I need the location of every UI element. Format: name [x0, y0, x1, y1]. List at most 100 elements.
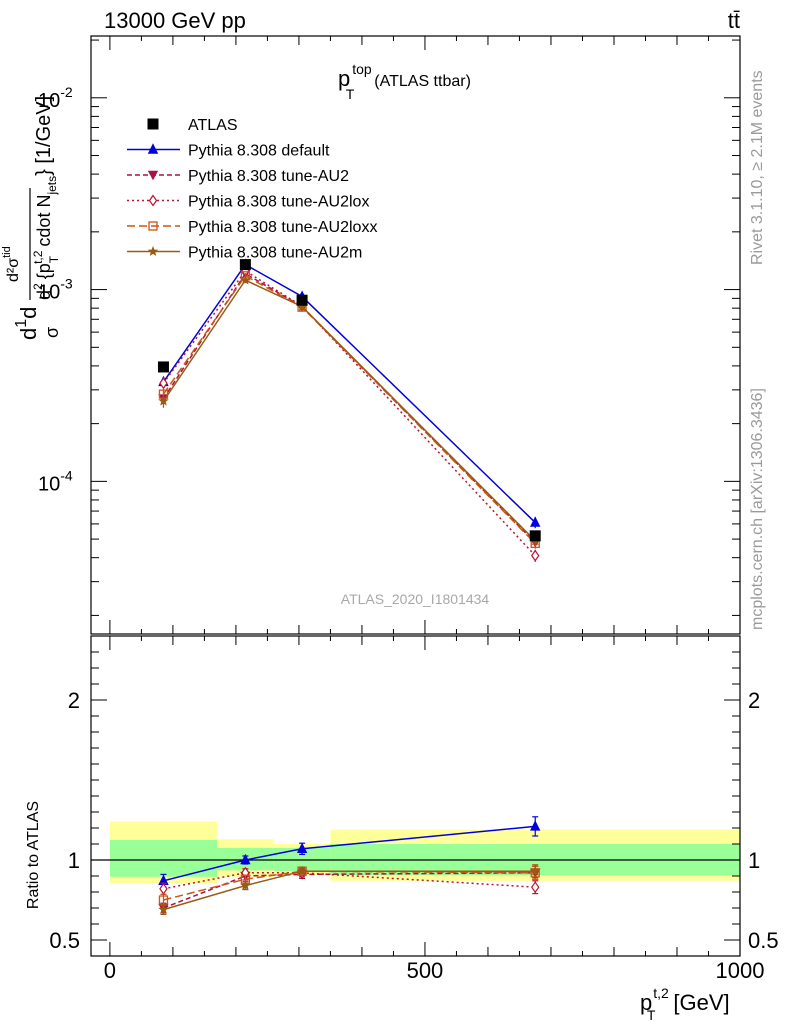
ratio-y-tick-label: 2 — [68, 688, 80, 713]
mcplots-label: mcplots.cern.ch [arXiv:1306.3436] — [749, 388, 766, 630]
xlabel-sub: T — [647, 1007, 656, 1023]
stat-band — [109, 840, 218, 877]
ratio-series-marker — [240, 853, 251, 865]
xlabel-sup: t,2 — [653, 985, 669, 1001]
ratio-series-line — [163, 870, 536, 901]
main-series-marker — [240, 274, 251, 285]
ratio-series-marker — [159, 882, 168, 895]
legend-marker-data — [147, 118, 159, 130]
ratio-y-axis-label: Ratio to ATLAS — [25, 801, 42, 909]
ratio-series-marker — [296, 842, 308, 853]
ratio-series-5 — [158, 864, 541, 916]
title-p: p — [338, 66, 350, 91]
ratio-panel: 0.5 0.5 1 1 2 2 0 500 1000 Ratio to ATLAS pt,2 T [… — [25, 635, 779, 1023]
main-y-tick-label: 10-2 — [38, 84, 73, 112]
ylabel-lead: 1 — [13, 319, 30, 328]
ratio-series-line — [163, 825, 536, 882]
svg-text:d1d: d1d — [13, 307, 41, 340]
title-sup: top — [352, 61, 372, 77]
main-y-tick-exp: -2 — [60, 84, 73, 100]
legend-label: Pythia 8.308 tune-AU2loxx — [188, 219, 377, 236]
main-series-line — [162, 274, 536, 544]
legend-marker — [148, 194, 158, 207]
main-panel: ATLAS_2020_I1801434 p top T (ATLAS ttbar) d… — [1, 35, 741, 635]
process-label: tt̄ — [728, 8, 740, 33]
svg-text:d²σtid: d²σtid — [1, 246, 22, 282]
main-y-tick-base: 10 — [38, 473, 60, 495]
main-series-marker — [158, 395, 169, 406]
legend-marker — [148, 221, 158, 231]
xlabel-p: p — [640, 990, 652, 1015]
ylabel-d2-sup: 2 — [31, 283, 45, 290]
legend-label: Pythia 8.308 tune-AU2lox — [188, 194, 369, 211]
legend-marker — [147, 143, 159, 154]
x-tick-label: 500 — [407, 958, 444, 983]
ratio-series-marker — [158, 874, 169, 885]
x-tick-label: 0 — [104, 958, 116, 983]
ylabel-d: d — [16, 328, 41, 340]
collision-energy-label: 13000 GeV pp — [104, 8, 246, 33]
ratio-series-line — [163, 872, 536, 890]
xlabel-unit: [GeV] — [673, 990, 729, 1015]
ratio-series-marker — [530, 820, 541, 831]
title-sub: T — [346, 86, 355, 102]
ylabel-sigma: σ — [42, 327, 62, 338]
main-plot-frame — [90, 35, 741, 635]
ratio-series-marker — [240, 880, 251, 890]
ratio-series-marker — [158, 904, 169, 914]
ratio-series-1 — [158, 816, 541, 888]
main-y-tick-base: 10 — [38, 90, 60, 112]
main-series-line — [162, 263, 536, 524]
main-y-axis-label: d1d σ d²σtid d2{pTt,2cdot Njets} [1/GeV] — [1, 96, 62, 340]
main-series-line — [162, 269, 536, 557]
main-y-tick-exp: -3 — [60, 276, 73, 292]
legend-label: Pythia 8.308 default — [188, 143, 330, 160]
ylabel-d2-den: d — [34, 290, 54, 300]
ylabel-num-sup: tid — [1, 246, 13, 258]
legend-label: Pythia 8.308 tune-AU2m — [188, 245, 362, 262]
ylabel-d2: d — [16, 307, 41, 319]
ratio-series-marker — [530, 881, 540, 894]
ratio-plot-frame — [90, 635, 741, 957]
ylabel-num: d²σ — [5, 258, 22, 282]
ratio-y-tick-label: 0.5 — [49, 928, 80, 953]
main-y-tick-label: 10-3 — [38, 276, 73, 304]
ratio-series-marker — [296, 865, 308, 876]
main-y-tick-base: 10 — [38, 282, 60, 304]
ratio-series-marker — [530, 865, 541, 876]
analysis-watermark: ATLAS_2020_I1801434 — [341, 591, 490, 607]
main-series-line — [162, 279, 536, 542]
ratio-y-tick-label: 1 — [68, 848, 80, 873]
legend-label: ATLAS — [188, 117, 238, 134]
x-axis-label: pt,2 T [GeV] — [640, 985, 730, 1023]
ratio-y-tick-label-right: 1 — [748, 848, 760, 873]
main-series-marker — [159, 377, 168, 390]
main-y-tick-label: 10-4 — [38, 467, 73, 495]
data-point — [296, 294, 308, 306]
data-point — [529, 530, 541, 542]
main-series-4 — [158, 271, 540, 549]
svg-text:d2{pTt,2cdot Njets} [1/GeV]: d2 {pTt,2 cdot Njets} [1/GeV] — [31, 96, 61, 300]
main-series-marker — [530, 516, 541, 527]
ylabel-pt-sup: t,2 — [31, 250, 45, 264]
ratio-series-marker — [158, 895, 169, 905]
ratio-y-tick-label-right: 2 — [748, 688, 760, 713]
legend-label: Pythia 8.308 tune-AU2 — [188, 168, 349, 185]
legend-marker — [147, 170, 159, 181]
ratio-series-line — [163, 870, 536, 911]
main-series-3 — [159, 264, 540, 562]
plot-title: p top T (ATLAS ttbar) — [338, 61, 471, 102]
ylabel-unit: } [1/GeV] — [33, 96, 55, 176]
main-series-5 — [158, 274, 541, 547]
ylabel-brace: {p — [34, 263, 54, 279]
legend-marker — [147, 246, 159, 256]
main-series-marker — [530, 549, 540, 562]
legend: ATLAS Pythia 8.308 default Pythia 8.308 tu… — [127, 117, 377, 262]
rivet-version-label: Rivet 3.1.10, ≥ 2.1M events — [749, 70, 766, 265]
data-point — [157, 361, 169, 373]
ylabel-pt-sub: T — [47, 255, 61, 263]
data-point — [239, 259, 251, 271]
main-series-2 — [158, 269, 541, 548]
ratio-y-tick-label-right: 0.5 — [748, 928, 779, 953]
